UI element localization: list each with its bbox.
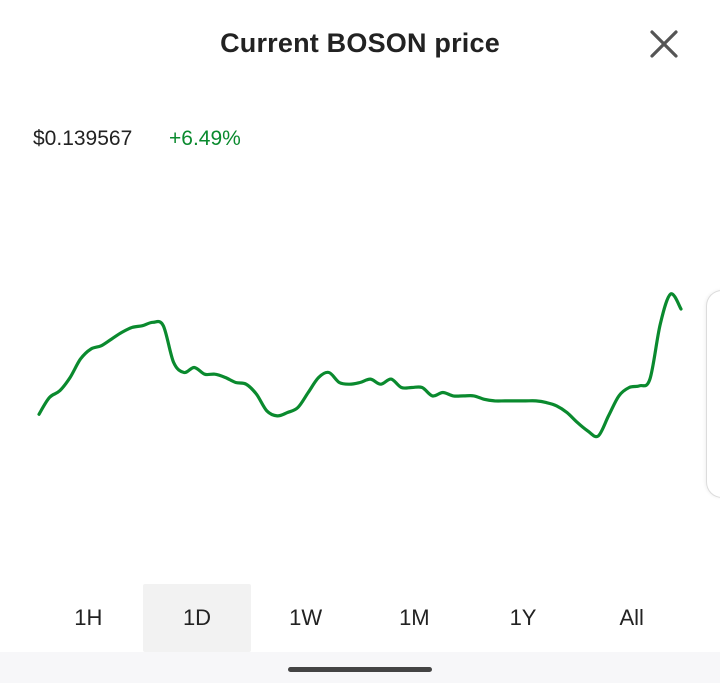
page-title: Current BOSON price (220, 28, 500, 58)
price-change: +6.49% (169, 127, 241, 150)
tab-1y[interactable]: 1Y (509, 605, 537, 630)
tab-1w[interactable]: 1W (289, 605, 323, 630)
tab-1d[interactable]: 1D (142, 584, 252, 652)
tab-1h[interactable]: 1H (74, 605, 103, 630)
tab-all[interactable]: All (619, 605, 644, 630)
time-range-tabs: 1H 1D 1W 1M 1Y All (34, 584, 686, 652)
home-indicator[interactable] (288, 667, 432, 672)
current-price: $0.139567 (33, 127, 133, 150)
close-icon (650, 30, 678, 58)
close-button[interactable] (644, 24, 684, 64)
side-panel-handle[interactable] (706, 290, 720, 498)
price-line (37, 292, 683, 439)
tab-1m[interactable]: 1M (399, 605, 430, 630)
